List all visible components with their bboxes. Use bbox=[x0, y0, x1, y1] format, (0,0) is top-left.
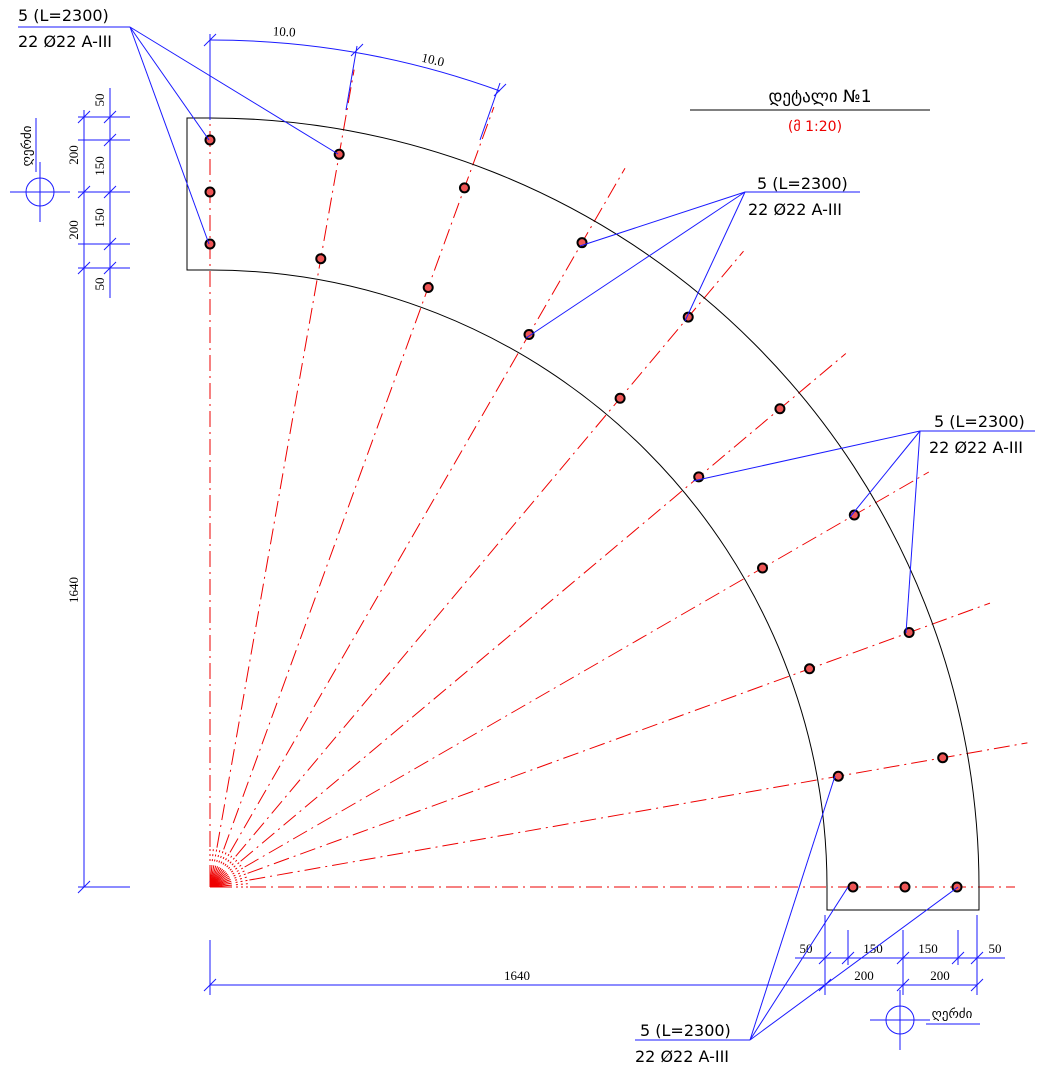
rebar bbox=[315, 253, 327, 265]
dim-label: 200 bbox=[66, 220, 81, 240]
axis-fan bbox=[231, 863, 244, 873]
callout-mark: 5 (L=2300) bbox=[640, 1021, 731, 1040]
axis-fan bbox=[229, 860, 241, 871]
dim-label: 200 bbox=[66, 145, 81, 165]
dim-label: 200 bbox=[854, 968, 874, 983]
axis-fan bbox=[214, 847, 218, 862]
axis-fan bbox=[233, 869, 247, 877]
axis-fan bbox=[234, 872, 248, 879]
axis-fan bbox=[234, 876, 249, 881]
callout-spec: 22 Ø22 A-III bbox=[748, 200, 842, 219]
axis-label: ღერძი bbox=[932, 1007, 973, 1022]
axis-fan bbox=[220, 850, 228, 864]
axis-line bbox=[229, 167, 626, 853]
axis-fan bbox=[222, 852, 231, 865]
title: დეტალი №1 bbox=[768, 87, 871, 107]
callout-spec: 22 Ø22 A-III bbox=[929, 438, 1023, 457]
rebar bbox=[204, 186, 216, 198]
rebar bbox=[937, 752, 949, 764]
dim-label: 50 bbox=[92, 278, 107, 291]
axis-label: ღერძი bbox=[20, 125, 35, 166]
rebar bbox=[847, 881, 859, 893]
axis-line bbox=[235, 250, 744, 857]
left-dimensions bbox=[77, 88, 130, 894]
axis-line bbox=[249, 742, 1028, 881]
dim-label: 50 bbox=[92, 94, 107, 107]
axis-fan bbox=[216, 848, 221, 863]
arc-dimension bbox=[203, 33, 507, 141]
dim-label: 150 bbox=[918, 941, 938, 956]
dim-label: 1640 bbox=[504, 968, 530, 983]
dim-label: 1640 bbox=[66, 577, 81, 603]
axis-fan bbox=[218, 849, 225, 863]
dim-label: 50 bbox=[989, 941, 1002, 956]
rebar bbox=[804, 663, 816, 675]
axis-line bbox=[247, 602, 991, 874]
scale: (მ 1:20) bbox=[788, 119, 842, 135]
axis-fan bbox=[228, 858, 239, 869]
rebar bbox=[204, 238, 216, 250]
rebar bbox=[903, 627, 915, 639]
axis-fan bbox=[232, 866, 245, 875]
callout-mark: 5 (L=2300) bbox=[757, 174, 848, 193]
axis-lines bbox=[209, 69, 1028, 888]
dim-label: 10.0 bbox=[420, 50, 446, 70]
axis-fan bbox=[235, 879, 250, 883]
axis-fan bbox=[211, 847, 214, 862]
dim-label: 150 bbox=[92, 208, 107, 228]
axis-fan bbox=[224, 853, 234, 866]
dim-label: 150 bbox=[863, 941, 883, 956]
axis-line bbox=[244, 471, 930, 868]
beam-outline bbox=[186, 117, 980, 911]
axis-line bbox=[223, 106, 495, 850]
axis-symbol bbox=[870, 990, 980, 1050]
callout-spec: 22 Ø22 A-III bbox=[635, 1047, 729, 1066]
axis-symbol bbox=[10, 118, 70, 222]
rebars bbox=[204, 134, 963, 893]
axis-fan bbox=[235, 883, 250, 886]
rebar bbox=[614, 392, 626, 404]
axis-line bbox=[216, 69, 355, 848]
rebar bbox=[832, 770, 844, 782]
rebar bbox=[774, 403, 786, 415]
callout-mark: 5 (L=2300) bbox=[18, 6, 109, 25]
dim-label: 10.0 bbox=[272, 23, 296, 39]
rebar bbox=[523, 328, 535, 340]
rebar bbox=[899, 881, 911, 893]
axis-fan bbox=[226, 856, 237, 868]
bottom-dimensions bbox=[203, 915, 1005, 995]
dim-label: 200 bbox=[930, 968, 950, 983]
dim-label: 150 bbox=[92, 156, 107, 176]
axis-line bbox=[240, 353, 847, 862]
callout-mark: 5 (L=2300) bbox=[934, 412, 1025, 431]
callout-spec: 22 Ø22 A-III bbox=[18, 32, 112, 51]
rebar bbox=[458, 182, 470, 194]
leaders bbox=[18, 26, 1035, 1041]
dim-label: 50 bbox=[800, 941, 813, 956]
rebar bbox=[848, 509, 860, 521]
rebar bbox=[333, 148, 345, 160]
rebar bbox=[422, 281, 434, 293]
rebar bbox=[757, 562, 769, 574]
